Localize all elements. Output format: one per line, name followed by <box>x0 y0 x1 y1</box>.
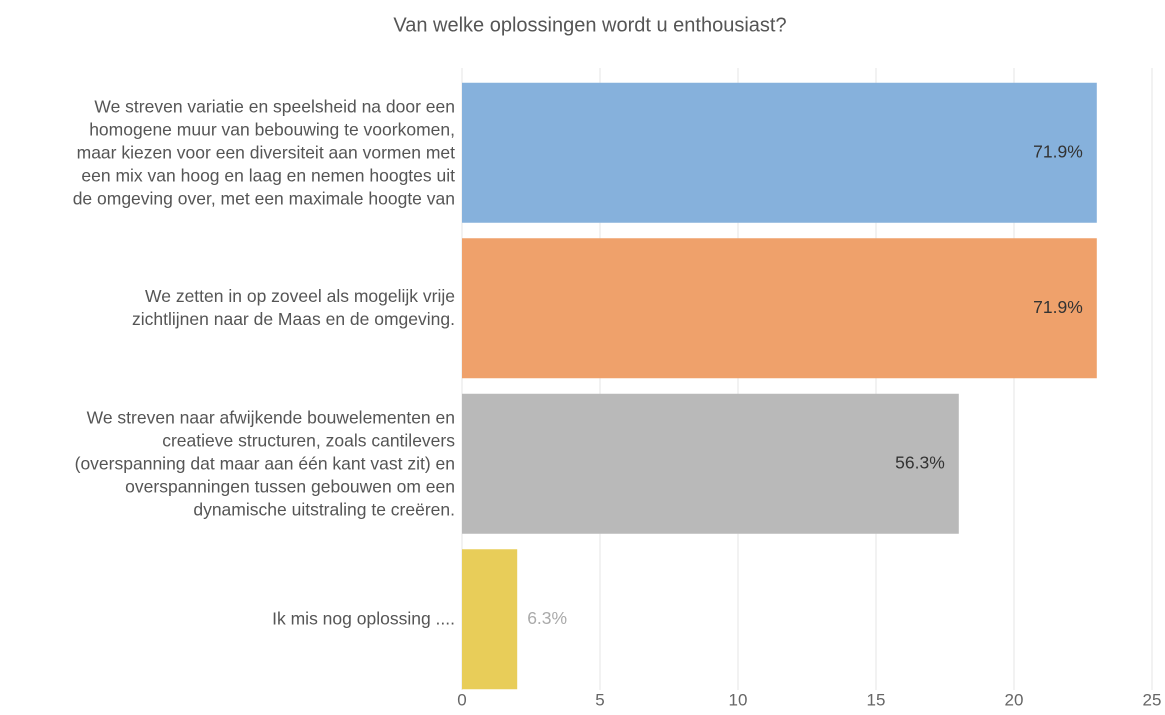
bar <box>462 549 518 690</box>
x-tick-label: 10 <box>729 690 748 709</box>
x-tick-label: 20 <box>1005 690 1024 709</box>
value-label: 56.3% <box>895 452 945 472</box>
bar <box>462 238 1097 379</box>
value-label: 71.9% <box>1033 141 1083 161</box>
category-label: We streven naar afwijkende bouwelementen… <box>74 407 455 520</box>
x-tick-label: 0 <box>457 690 466 709</box>
x-tick-label: 5 <box>595 690 604 709</box>
x-tick-label: 15 <box>867 690 886 709</box>
category-label: We streven variatie en speelsheid na doo… <box>72 96 455 209</box>
value-label: 71.9% <box>1033 297 1083 317</box>
bar <box>462 82 1097 223</box>
category-label: We zetten in op zoveel als mogelijk vrij… <box>132 286 455 330</box>
category-label: Ik mis nog oplossing .... <box>272 608 455 629</box>
chart-title: Van welke oplossingen wordt u enthousias… <box>393 14 786 36</box>
x-tick-label: 25 <box>1143 690 1162 709</box>
bar <box>462 393 959 534</box>
value-label: 6.3% <box>527 608 567 628</box>
